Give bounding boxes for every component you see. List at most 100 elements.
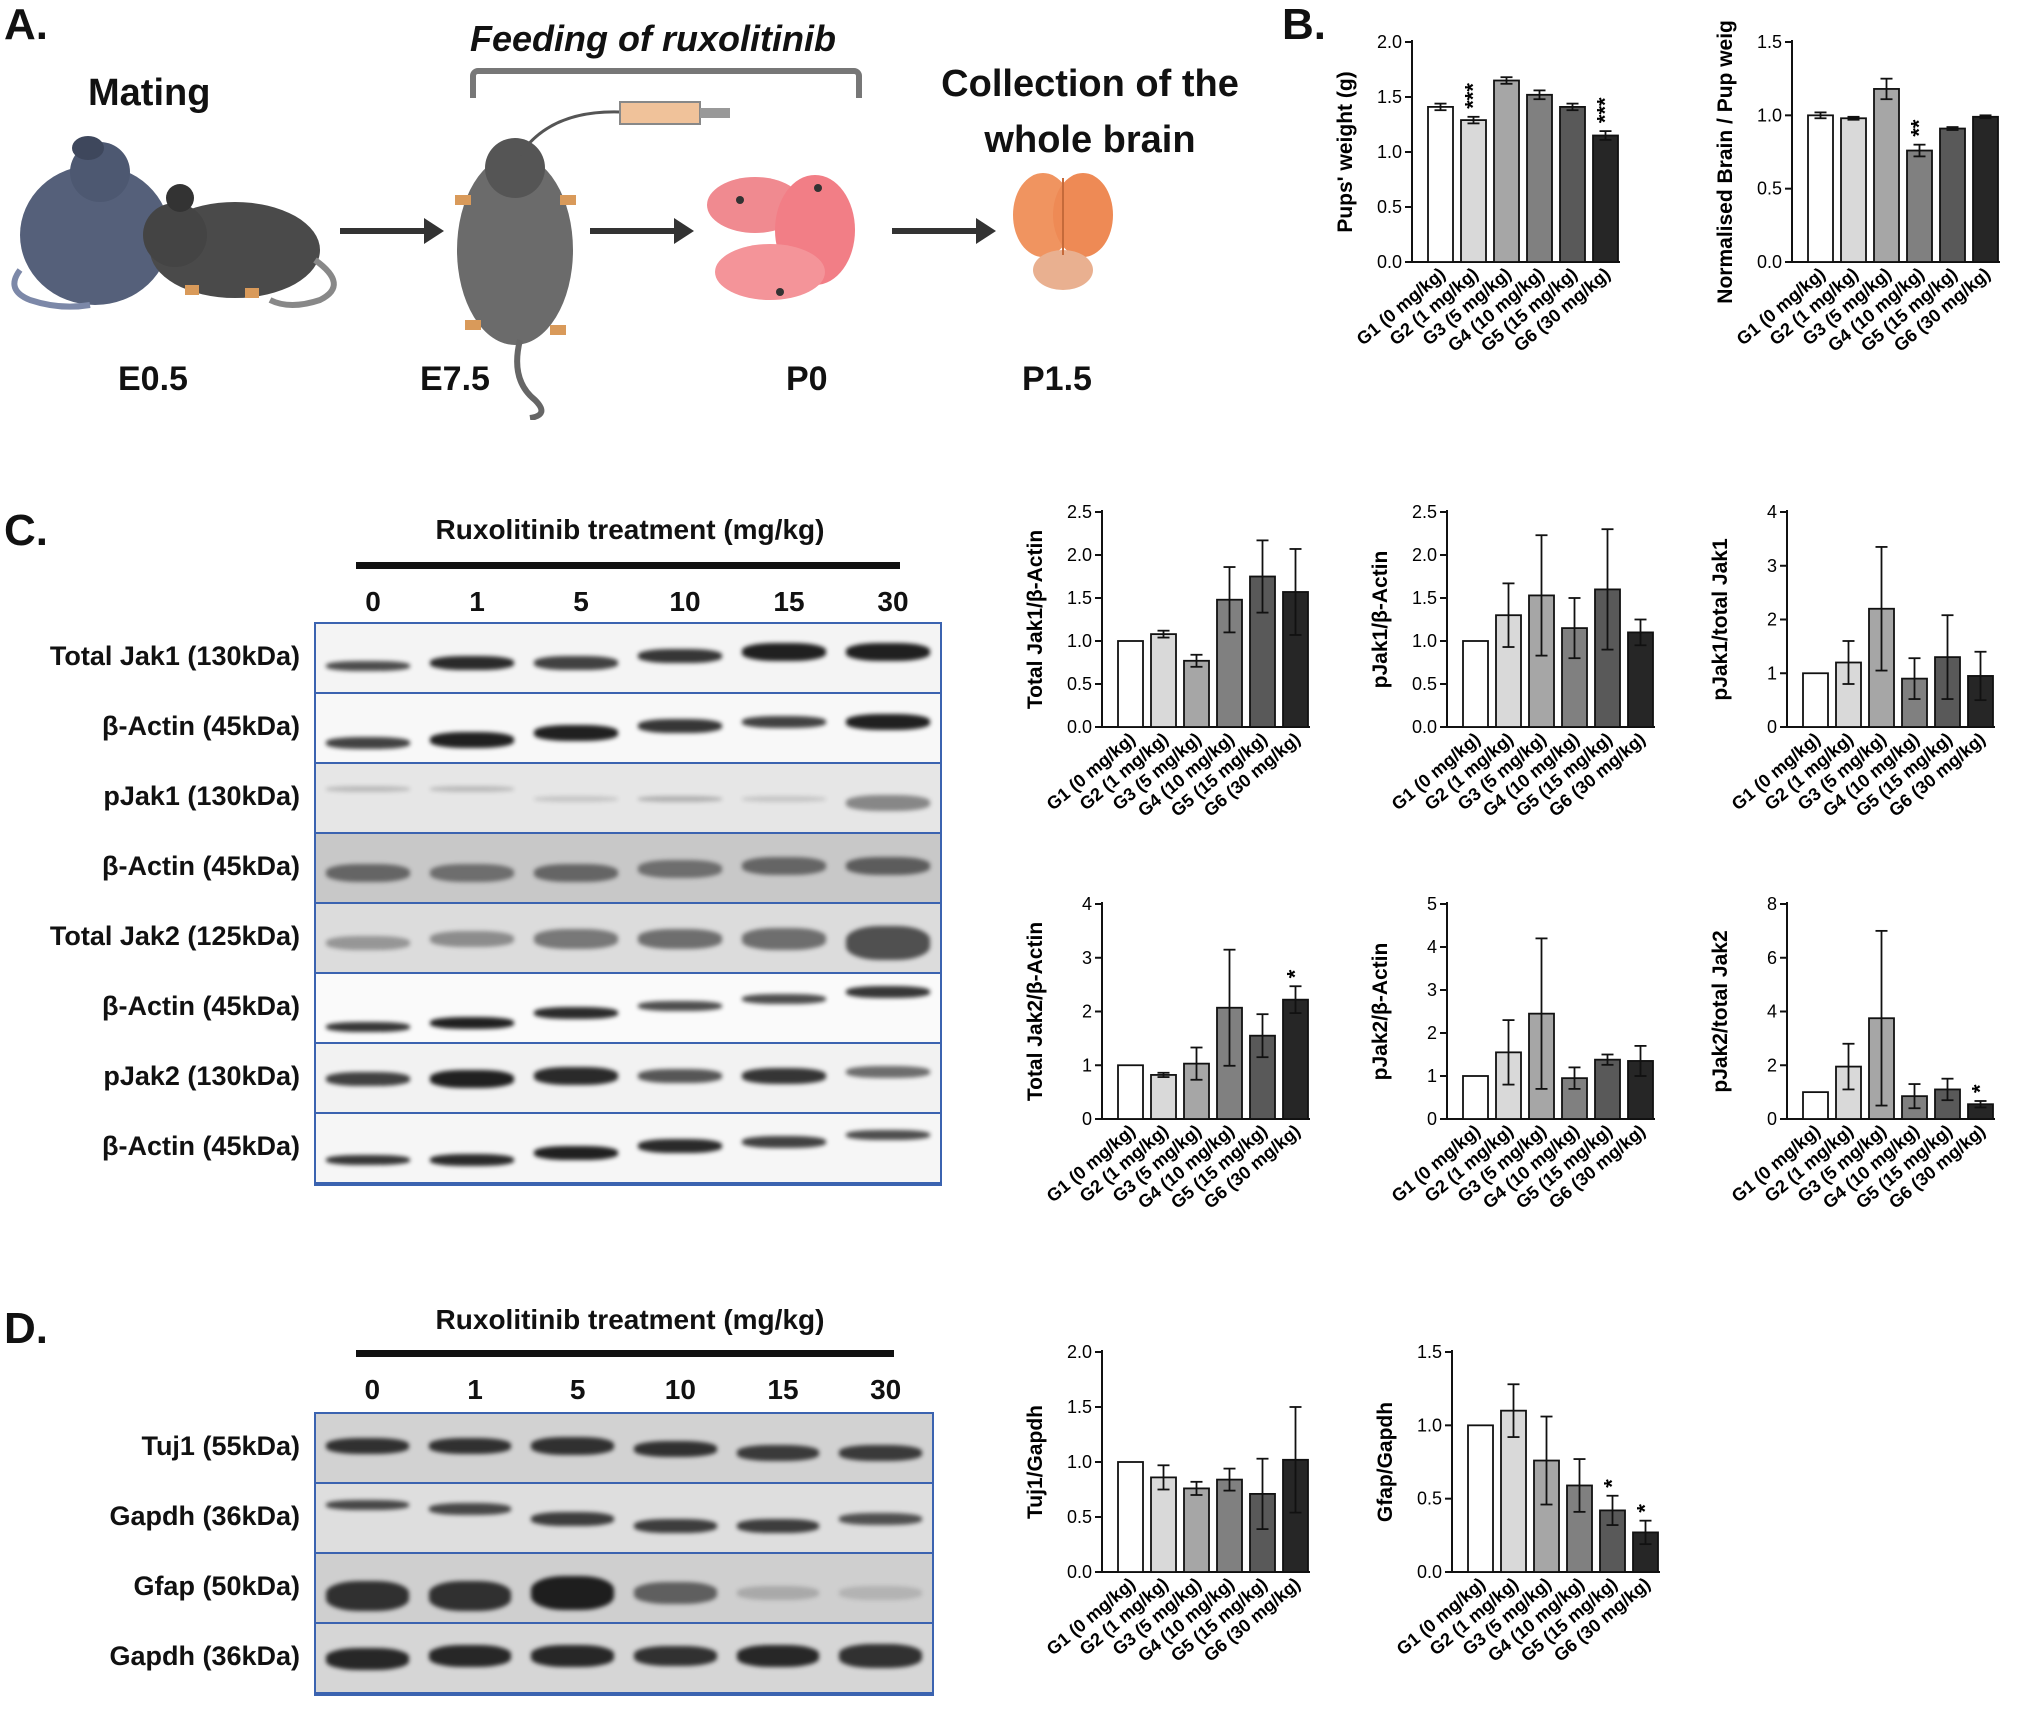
y-tick-label: 0.5	[1067, 674, 1092, 694]
blot-band	[430, 785, 514, 792]
bar	[1183, 659, 1210, 728]
stage-e05: E0.5	[118, 360, 188, 398]
blot-strip	[316, 764, 940, 834]
collection-label-line1: Collection of the	[941, 63, 1239, 105]
y-tick-label: 1.0	[1067, 631, 1092, 651]
arrow-2	[590, 218, 694, 244]
blot-band	[736, 1519, 820, 1533]
bar	[1526, 93, 1553, 263]
blot-band	[638, 929, 722, 949]
y-tick-label: 0	[1427, 1109, 1437, 1129]
blot-band	[326, 935, 410, 950]
pregnant-mouse-illustration	[455, 138, 576, 420]
blot-row-label: β-Actin (45kDa)	[101, 1131, 300, 1161]
y-tick-label: 8	[1767, 894, 1777, 914]
y-tick-label: 1.5	[1417, 1342, 1442, 1362]
panel-label-b: B.	[1282, 0, 1326, 49]
y-tick-label: 4	[1767, 502, 1777, 522]
bar	[1117, 640, 1144, 728]
blot-strip	[316, 1624, 932, 1694]
blot-band	[736, 1585, 820, 1600]
blot-band	[428, 1502, 512, 1515]
y-tick-label: 1.5	[1067, 1397, 1092, 1417]
bar	[1807, 114, 1834, 263]
blot-band	[534, 796, 618, 802]
c-row-labels: Total Jak1 (130kDa) β-Actin (45kDa) pJak1 …	[0, 622, 310, 1182]
d-dose-labels: 0 1 5 10 15 30	[335, 1374, 955, 1414]
d-treatment-bar	[356, 1350, 894, 1357]
blot-band	[742, 856, 826, 875]
bar	[1462, 640, 1489, 728]
y-tick-label: 3	[1082, 948, 1092, 968]
blot-band	[839, 1513, 922, 1525]
collection-label-line2: whole brain	[984, 119, 1196, 161]
blot-band	[531, 1644, 614, 1667]
y-tick-label: 0.5	[1757, 179, 1782, 199]
y-tick-label: 3	[1427, 980, 1437, 1000]
bar	[1592, 134, 1619, 263]
y-tick-label: 6	[1767, 948, 1777, 968]
stage-e75: E7.5	[420, 360, 490, 398]
blot-row-label: Gapdh (36kDa)	[109, 1501, 300, 1531]
y-axis-label: pJak1/total Jak1	[1709, 538, 1732, 701]
blot-row-label: β-Actin (45kDa)	[101, 711, 300, 741]
blot-band	[742, 796, 826, 802]
mating-mice-illustration	[11, 136, 337, 310]
syringe-icon	[518, 101, 730, 156]
blot-band	[531, 1512, 614, 1526]
stage-p15: P1.5	[1022, 360, 1092, 398]
dose-label: 15	[767, 1374, 799, 1405]
brain-illustration	[1013, 173, 1113, 290]
blot-strip	[316, 1554, 932, 1624]
y-tick-label: 0.5	[1417, 1489, 1442, 1509]
bar	[1282, 998, 1309, 1120]
y-tick-label: 1.0	[1377, 142, 1402, 162]
blot-band	[638, 648, 722, 663]
bar	[1493, 79, 1520, 263]
blot-band	[326, 1500, 409, 1510]
blot-strip	[316, 1484, 932, 1554]
y-tick-label: 0.0	[1067, 1562, 1092, 1582]
blot-band	[430, 931, 514, 947]
y-tick-label: 4	[1082, 894, 1092, 914]
bar	[1150, 1074, 1177, 1120]
dose-label: 10	[669, 586, 701, 617]
blot-band	[326, 1581, 409, 1611]
blot-band	[839, 1444, 922, 1461]
blot-row-label: pJak2 (130kDa)	[103, 1061, 300, 1091]
blot-band	[326, 1021, 410, 1032]
c-western-blot	[314, 622, 942, 1186]
blot-band	[846, 856, 930, 875]
significance-label: *	[1600, 1479, 1625, 1488]
blot-row-label: Total Jak1 (130kDa)	[49, 641, 300, 671]
y-tick-label: 2.0	[1377, 32, 1402, 52]
blot-band	[534, 863, 618, 882]
significance-label: *	[1633, 1504, 1658, 1513]
blot-band	[534, 1145, 618, 1160]
significance-label: ***	[1461, 83, 1486, 109]
y-tick-label: 5	[1427, 894, 1437, 914]
blot-band	[326, 1154, 410, 1165]
blot-band	[430, 1153, 514, 1166]
blot-row-label: Total Jak2 (125kDa)	[49, 921, 300, 951]
blot-band	[846, 794, 930, 811]
y-tick-label: 0.0	[1417, 1562, 1442, 1582]
bar	[1873, 88, 1900, 263]
dose-label: 1	[469, 586, 485, 617]
bar	[1216, 1478, 1243, 1573]
blot-band	[634, 1441, 717, 1457]
blot-band	[736, 1444, 820, 1461]
y-tick-label: 1	[1082, 1055, 1092, 1075]
blot-band	[326, 661, 410, 671]
y-tick-label: 2	[1767, 1055, 1777, 1075]
blot-band	[634, 1645, 717, 1666]
y-tick-label: 0	[1082, 1109, 1092, 1129]
blot-band	[430, 1017, 514, 1029]
blot-band	[430, 863, 514, 882]
blot-band	[638, 1000, 722, 1011]
